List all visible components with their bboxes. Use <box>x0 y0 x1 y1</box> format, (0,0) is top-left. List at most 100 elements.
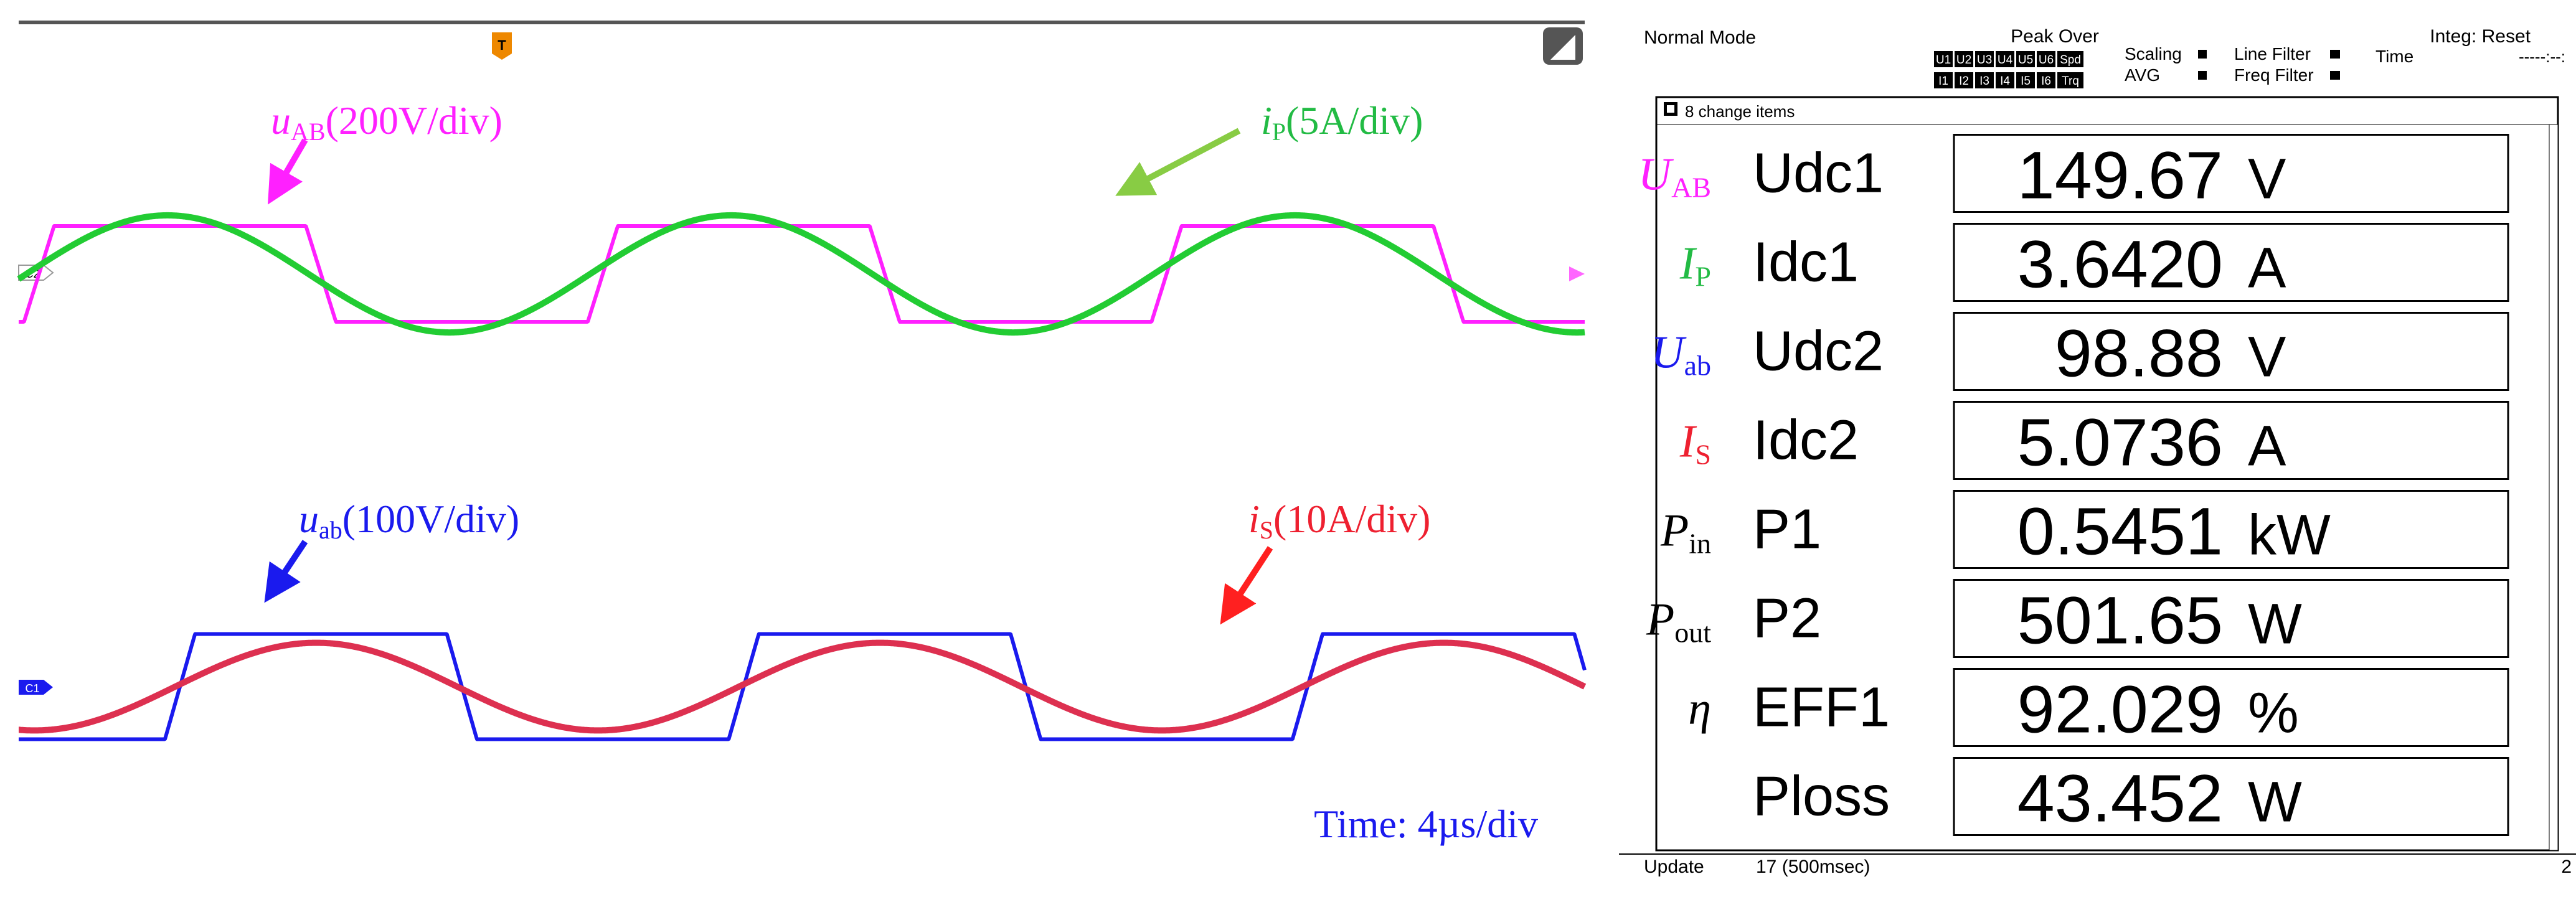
line-filter-label: Line Filter <box>2234 44 2311 63</box>
peak-indicator-box <box>2016 72 2035 88</box>
row-value-box <box>1953 757 2509 836</box>
peak-indicator-Spd: Spd <box>2060 54 2081 67</box>
ch2-level-marker <box>1569 266 1585 281</box>
row-value: 5.0736 <box>2017 405 2223 480</box>
series-uAB-line <box>17 224 1586 324</box>
change-items-label: 8 change items <box>1685 102 1795 121</box>
row-symbol: IS <box>1679 416 1711 471</box>
ch1-marker: C1 <box>19 680 53 695</box>
annotation-uab: uab(100V/div) <box>264 497 519 603</box>
avg-label: AVG <box>2125 65 2160 85</box>
peak-indicator-U5: U5 <box>2018 54 2033 67</box>
annotation-iP-arrow <box>1115 128 1241 196</box>
row-value: 92.029 <box>2017 672 2223 747</box>
meter-mode: Normal Mode <box>1644 27 1756 48</box>
peak-over-label: Peak Over <box>2011 26 2099 47</box>
measurement-row: UAB Udc1 149.67 V <box>1638 134 2509 213</box>
trigger-marker: T <box>492 32 512 60</box>
peak-indicator-I4: I4 <box>2000 75 2010 88</box>
peak-indicator-box <box>2057 51 2083 67</box>
row-value-box <box>1953 668 2509 747</box>
peak-indicator-U4: U4 <box>1998 54 2013 67</box>
peak-indicator-I1: I1 <box>1938 75 1948 88</box>
measurement-row: IS Idc2 5.0736 A <box>1679 401 2509 480</box>
measurement-row: Pin P1 0.5451 kW <box>1660 490 2509 569</box>
row-value-box <box>1953 134 2509 213</box>
row-unit: W <box>2248 593 2302 656</box>
peak-indicator-box <box>2057 72 2083 88</box>
zoom-corner-icon <box>1543 27 1583 65</box>
line-filter-indicator <box>2330 50 2340 59</box>
peak-indicator-box <box>1975 72 1994 88</box>
row-unit: A <box>2248 415 2286 478</box>
row-symbol: UAB <box>1638 149 1711 204</box>
row-item-label: P2 <box>1753 588 1821 650</box>
freq-filter-label: Freq Filter <box>2234 65 2314 85</box>
row-symbol: η <box>1688 684 1711 735</box>
annotation-uAB-text: uAB(200V/div) <box>271 98 502 146</box>
update-label: Update <box>1644 857 1704 877</box>
row-value-box <box>1953 579 2509 658</box>
peak-indicator-box <box>1975 51 1994 67</box>
trigger-marker-label: T <box>498 37 506 53</box>
time-label: Time <box>2375 47 2413 66</box>
display-scrollbar[interactable] <box>2549 124 2559 851</box>
time-per-div-label: Time: 4µs/div <box>1314 802 1538 846</box>
row-item-label: Udc2 <box>1753 321 1884 383</box>
row-symbol: Uab <box>1651 327 1711 382</box>
peak-indicator-I6: I6 <box>2041 75 2051 88</box>
row-item-label: P1 <box>1753 499 1821 561</box>
peak-indicator-U3: U3 <box>1977 54 1992 67</box>
row-value: 98.88 <box>2055 316 2223 391</box>
peak-over-row-current: I1 I2 I3 I4 I5 I6 Trq <box>1934 72 2083 88</box>
peak-indicator-I2: I2 <box>1959 75 1969 88</box>
change-items-icon <box>1664 102 1677 116</box>
annotation-uAB-arrow <box>267 138 308 205</box>
row-value: 501.65 <box>2017 583 2223 658</box>
row-item-label: Ploss <box>1753 766 1890 828</box>
row-unit: W <box>2248 771 2302 834</box>
peak-indicator-U6: U6 <box>2039 54 2054 67</box>
waveform-layer <box>16 212 1587 741</box>
peak-indicator-box <box>2037 51 2055 67</box>
row-value: 149.67 <box>2017 138 2223 213</box>
measurement-row: η EFF1 92.029% <box>1688 668 2509 747</box>
row-symbol: Pin <box>1660 505 1711 560</box>
measurement-row: Ploss 43.452 W <box>1753 757 2509 836</box>
scaling-indicator <box>2198 50 2207 59</box>
row-value: 43.452 <box>2017 761 2223 836</box>
peak-indicator-box <box>1934 72 1953 88</box>
scope-background <box>0 0 1594 902</box>
peak-indicator-box <box>1996 72 2014 88</box>
annotation-iS-arrow <box>1220 546 1273 625</box>
series-iS-line <box>16 639 1587 734</box>
freq-filter-indicator <box>2330 71 2340 80</box>
row-item-label: Idc1 <box>1753 232 1859 294</box>
row-item-label: EFF1 <box>1753 677 1890 739</box>
measurement-row: Uab Udc2 98.88 V <box>1651 312 2509 391</box>
row-value: 3.6420 <box>2017 227 2223 302</box>
row-unit: kW <box>2248 504 2331 567</box>
row-value-box <box>1953 490 2509 569</box>
row-unit: A <box>2248 237 2286 300</box>
peak-indicator-U2: U2 <box>1956 54 1971 67</box>
annotation-iS: iS(10A/div) <box>1220 497 1430 625</box>
page-number: 2 <box>2561 857 2572 877</box>
time-value: -----:--: <box>2519 47 2565 66</box>
row-item-label: Idc2 <box>1753 410 1859 472</box>
annotation-uAB: uAB(200V/div) <box>267 98 502 205</box>
series-iP-line <box>16 212 1587 336</box>
row-unit: V <box>2248 326 2286 389</box>
power-meter-panel: Normal Mode Peak Over U1 U2 U3 U4 U5 U6 Spd I1… <box>1619 0 2576 902</box>
series-uab-line <box>17 632 1587 741</box>
annotation-iP: iP(5A/div) <box>1115 98 1423 196</box>
row-value: 0.5451 <box>2017 494 2223 569</box>
annotation-uab-arrow <box>264 540 308 603</box>
row-item-label: Udc1 <box>1753 143 1884 205</box>
peak-indicator-I5: I5 <box>2021 75 2031 88</box>
integ-label: Integ: Reset <box>2430 26 2531 47</box>
scaling-label: Scaling <box>2125 44 2182 63</box>
peak-indicator-box <box>2016 51 2035 67</box>
update-value: 17 (500msec) <box>1756 857 1870 877</box>
